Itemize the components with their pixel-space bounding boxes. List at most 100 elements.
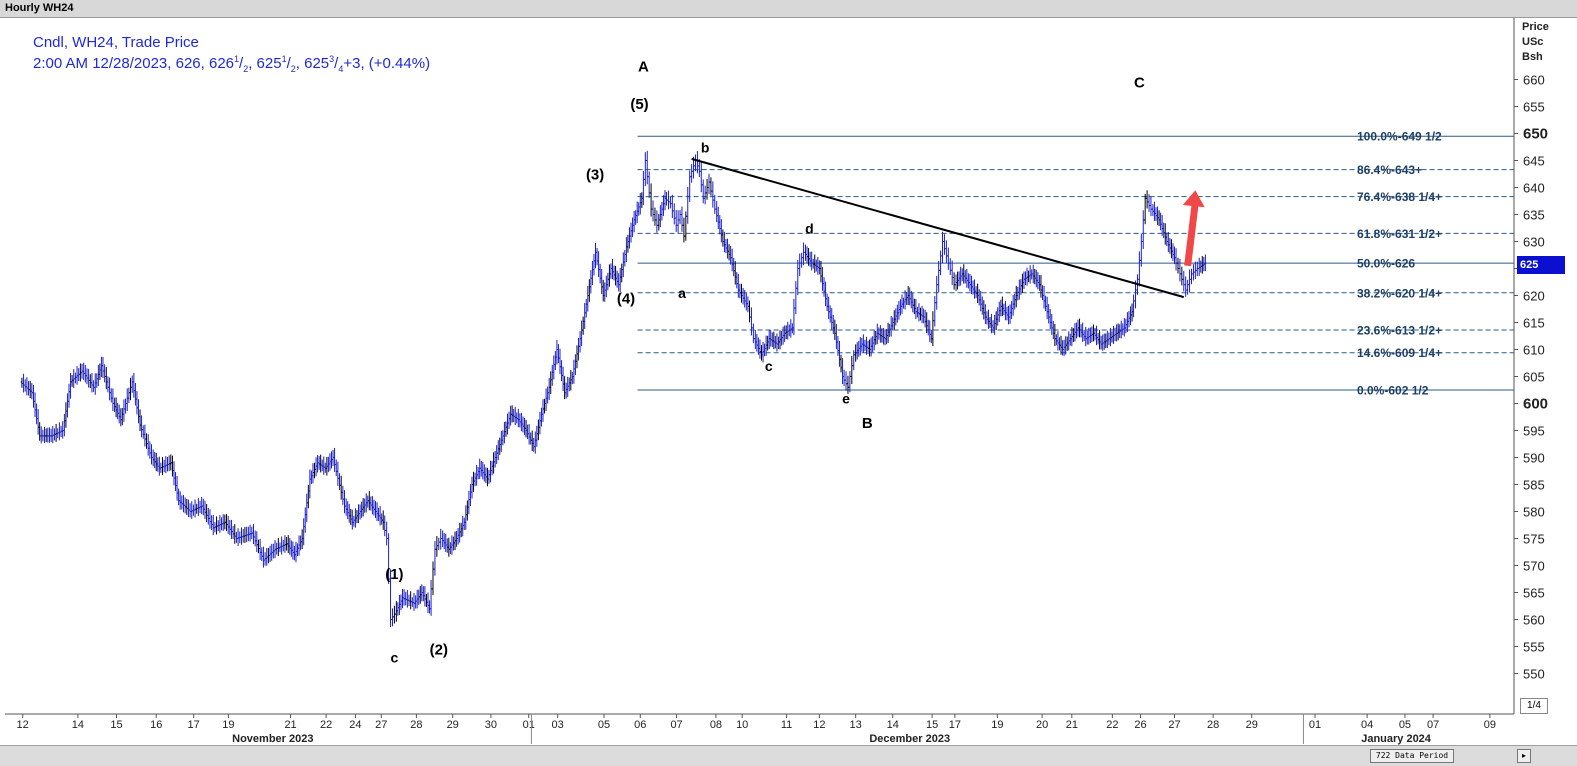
x-tick-label: 17 [949,719,961,731]
y-tick-label: 550 [1523,667,1545,682]
candlestick-series [20,150,1207,628]
x-tick-label: 12 [813,719,825,731]
y-tick-label: 615 [1523,316,1545,331]
x-tick-label: 24 [349,719,361,731]
bottom-status-bar: 722 Data Period ▸ [0,745,1577,766]
legend-fraction-den: 2 [243,64,249,74]
y-tick-label: 640 [1523,181,1545,196]
x-tick-label: 15 [110,719,122,731]
x-tick-label: 11 [781,719,792,731]
fib-level-label: 14.6%-609 1/4+ [1357,346,1442,360]
x-tick-label: 13 [850,719,862,731]
data-period-button[interactable]: 722 Data Period [1370,749,1454,763]
x-tick-label: 26 [1134,719,1146,731]
chevron-right-icon[interactable]: ▸ [1517,749,1531,763]
x-tick-label: 05 [598,719,610,731]
wave-label: d [805,220,814,236]
y-tick-label: 620 [1523,289,1545,304]
x-tick-label: 27 [375,719,387,731]
x-tick-label: 28 [1207,719,1219,731]
fib-level-label: 38.2%-620 1/4+ [1357,286,1442,300]
x-tick-label: 01 [523,719,535,731]
legend-value-text: , 625 [295,55,330,72]
month-label: December 2023 [869,733,950,745]
y-tick-label: 555 [1523,640,1545,655]
wave-label: (5) [630,96,648,113]
legend-fraction-num: 1 [281,54,287,64]
fib-level-label: 23.6%-613 1/2+ [1357,324,1442,338]
y-tick-label: 595 [1523,424,1545,439]
fib-level-label: 50.0%-626 [1357,257,1415,271]
x-tick-label: 17 [188,719,200,731]
x-tick-label: 16 [150,719,162,731]
x-tick-label: 27 [1168,719,1180,731]
x-tick-label: 20 [1036,719,1048,731]
price-axis-header-line: Price [1522,21,1549,33]
x-tick-label: 03 [552,719,564,731]
fib-level-label: 76.4%-638 1/4+ [1357,190,1442,204]
y-tick-label: 575 [1523,532,1545,547]
price-axis-header-line: Bsh [1522,51,1543,63]
x-tick-label: 22 [320,719,332,731]
legend-value-text: 2:00 AM 12/28/2023, 626, 626 [33,55,234,72]
month-label: November 2023 [232,733,313,745]
x-tick-label: 08 [710,719,722,731]
x-tick-label: 15 [926,719,938,731]
x-tick-label: 01 [1309,719,1321,731]
legend-fraction-slash: / [334,55,339,72]
y-tick-label: 605 [1523,370,1545,385]
wave-label: e [842,391,850,407]
x-tick-label: 29 [1246,719,1258,731]
wave-label: A [638,58,649,75]
y-tick-label: 655 [1523,100,1545,115]
wave-label: (2) [430,642,448,659]
x-tick-label: 21 [1066,719,1078,731]
legend-value-text: , 625 [248,55,282,72]
month-label: January 2024 [1361,733,1432,745]
legend-fraction-num: 1 [234,54,240,64]
legend-values: 2:00 AM 12/28/2023, 626, 6261/2, 6251/2,… [33,54,430,74]
wave-label: B [862,415,873,432]
x-tick-label: 14 [887,719,899,731]
fib-level-label: 86.4%-643+ [1357,163,1422,177]
window-title: Hourly WH24 [5,2,74,14]
fib-level-label: 0.0%-602 1/2 [1357,384,1429,398]
wave-label: (1) [385,566,403,583]
wave-label: b [701,139,710,155]
x-tick-label: 10 [736,719,748,731]
price-axis-header: Price USc Bsh [1522,20,1549,65]
wave-label: (3) [586,166,604,183]
legend-value-text: +3, (+0.44%) [343,55,431,72]
wave-label: (4) [617,291,635,308]
legend-series: Cndl, WH24, Trade Price [33,34,199,51]
x-tick-label: 22 [1106,719,1118,731]
y-tick-label: 630 [1523,235,1545,250]
y-tick-label: 650 [1523,126,1548,143]
x-tick-label: 29 [447,719,459,731]
wave-label: c [391,650,399,666]
upward-arrow-icon [1184,201,1199,267]
fib-level-label: 61.8%-631 1/2+ [1357,227,1442,241]
x-tick-label: 30 [485,719,497,731]
x-tick-label: 28 [410,719,422,731]
y-tick-label: 600 [1523,396,1548,413]
wave-label: c [765,358,773,374]
x-tick-label: 04 [1361,719,1373,731]
x-tick-label: 06 [634,719,646,731]
x-tick-label: 12 [17,719,29,731]
y-tick-label: 645 [1523,154,1545,169]
wave-label: a [678,285,686,301]
triangle-trendline [691,157,1185,299]
y-tick-label: 560 [1523,613,1545,628]
upward-arrow-head-icon [1182,190,1205,208]
x-tick-label: 19 [991,719,1003,731]
y-tick-label: 635 [1523,208,1545,223]
wave-label: C [1134,75,1145,92]
legend-fraction-den: 4 [338,64,344,74]
x-tick-label: 07 [1427,719,1439,731]
y-tick-label: 580 [1523,505,1545,520]
x-tick-label: 07 [670,719,682,731]
fraction-format-button[interactable]: 1/4 [1520,698,1548,714]
y-tick-label: 590 [1523,451,1545,466]
